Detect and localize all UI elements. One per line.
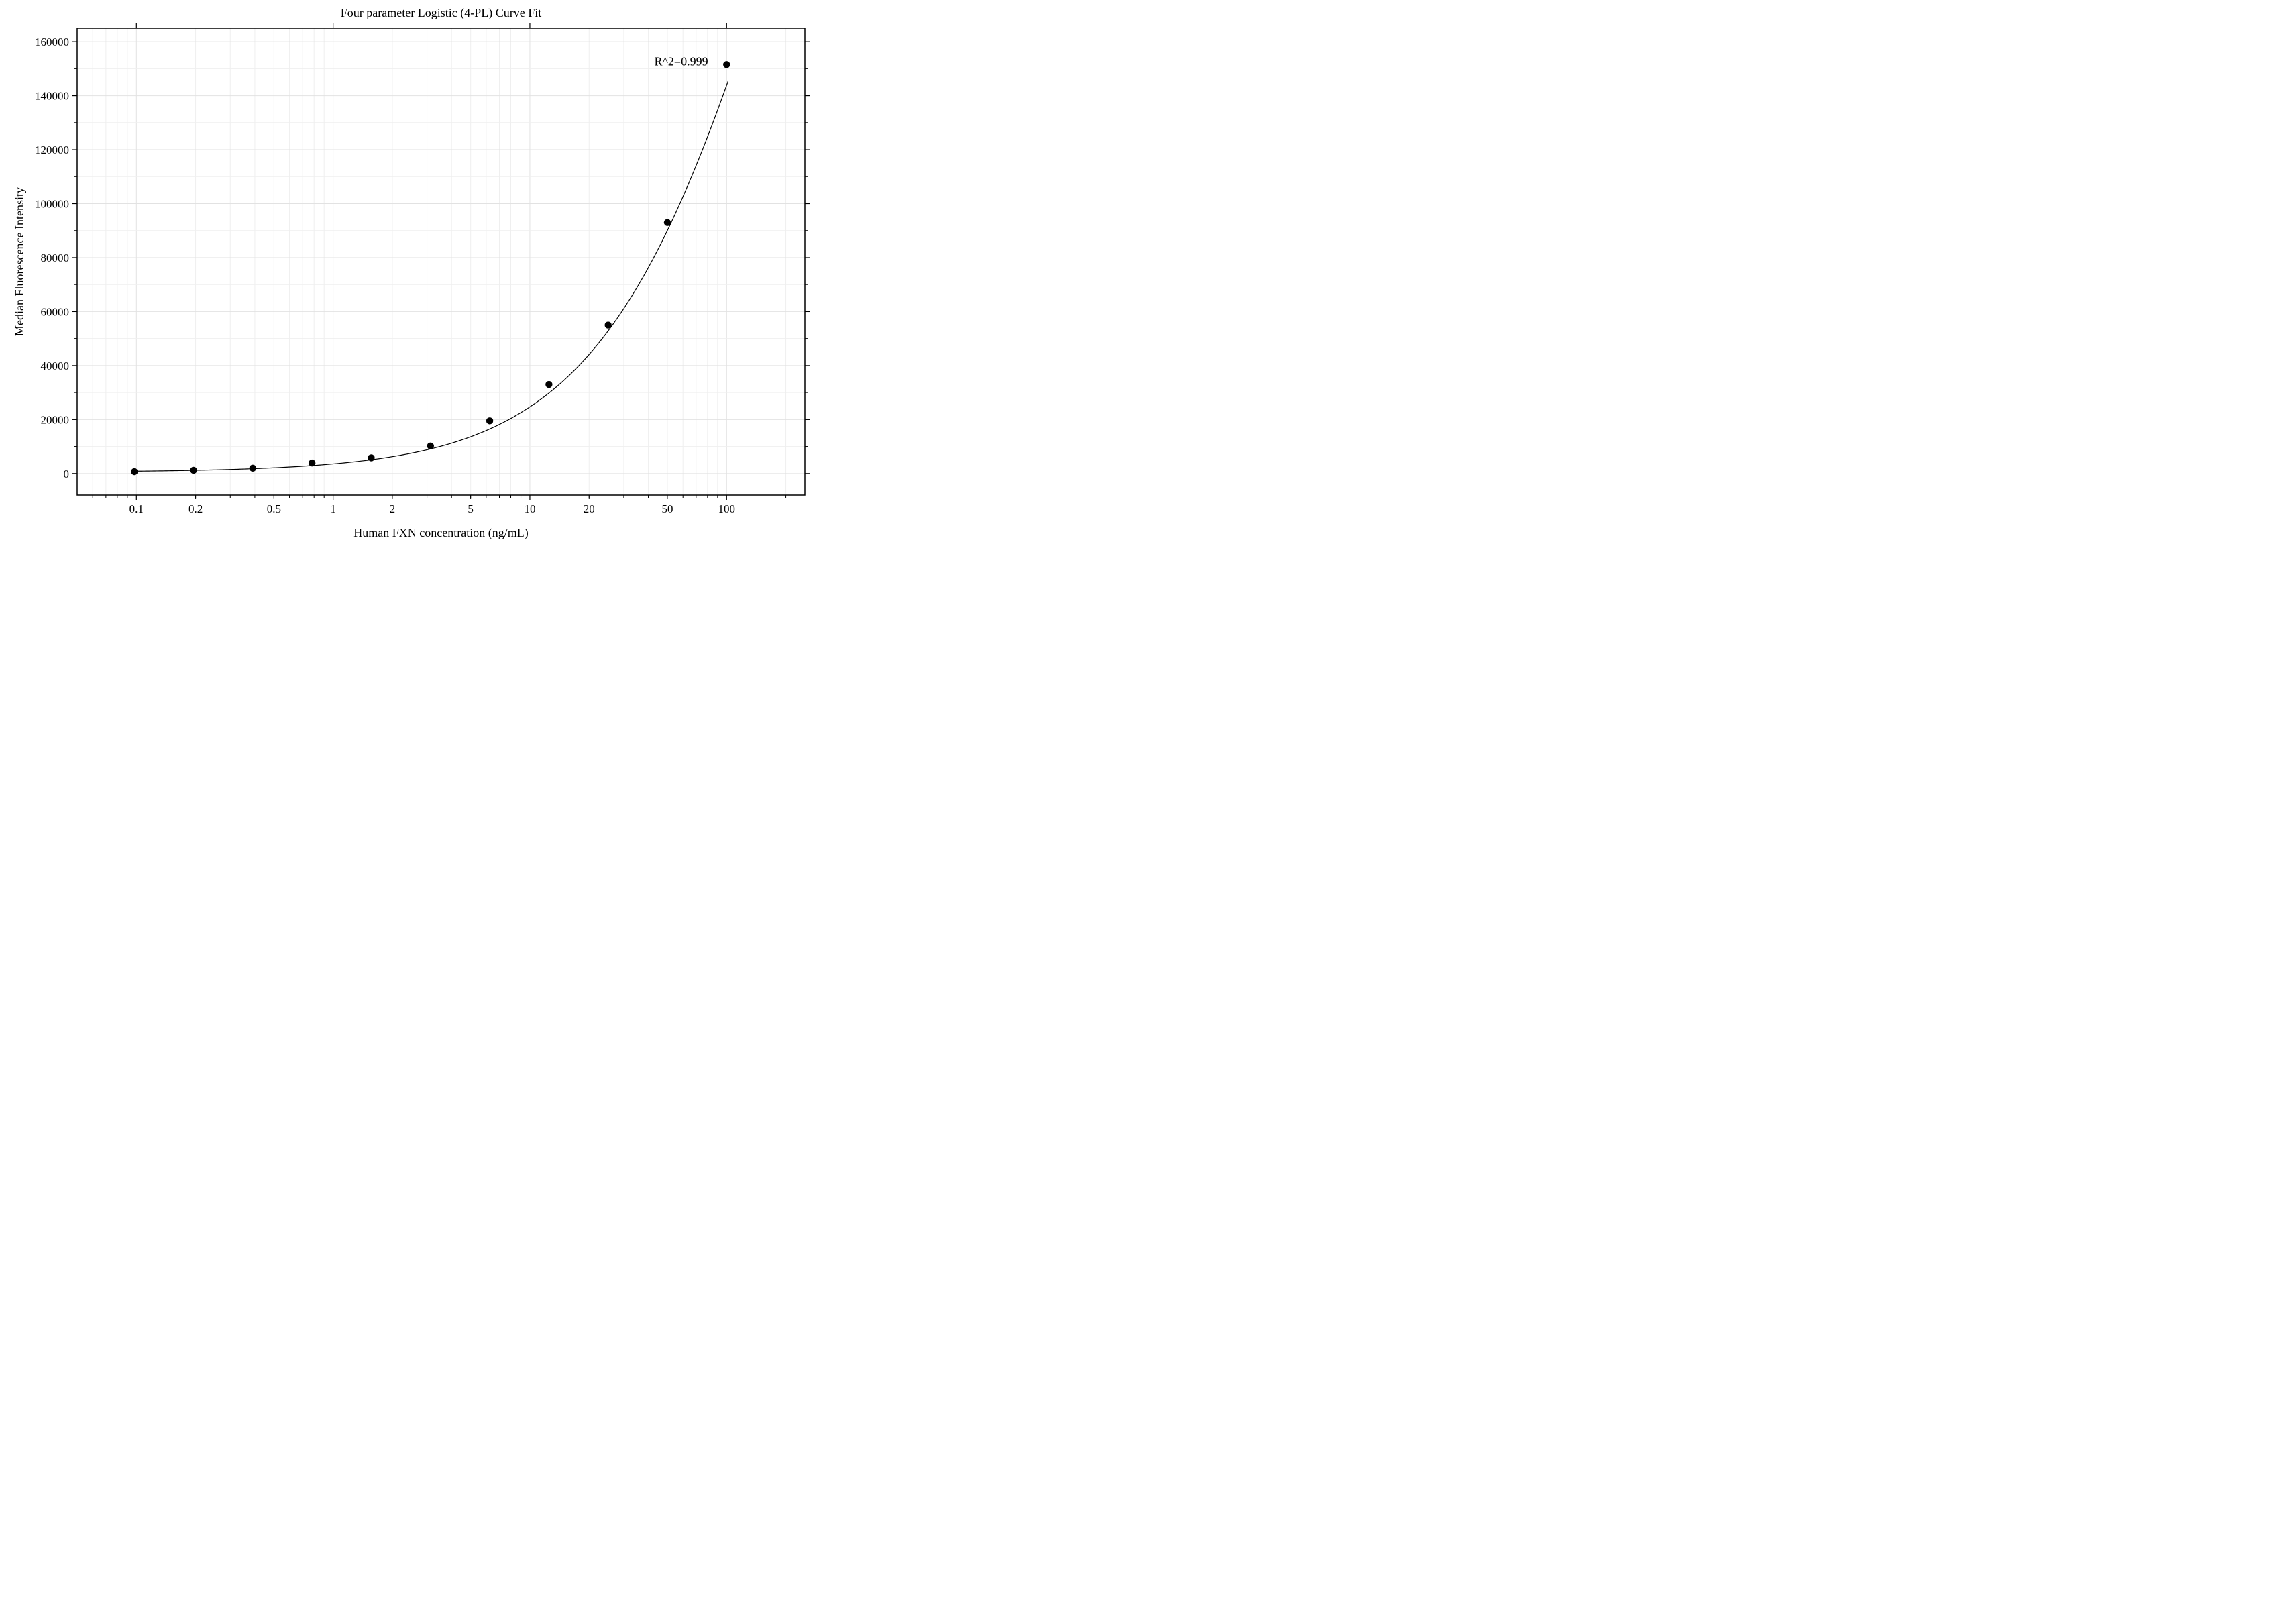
data-point-marker: [309, 460, 315, 466]
data-point-marker: [250, 465, 256, 472]
x-axis-label: Human FXN concentration (ng/mL): [353, 526, 528, 540]
y-tick-label: 0: [64, 468, 70, 480]
data-point-marker: [131, 468, 138, 475]
data-point-marker: [664, 219, 671, 225]
y-tick-label: 100000: [35, 198, 69, 211]
data-point-marker: [486, 417, 493, 424]
x-tick-label: 20: [584, 502, 595, 515]
chart-container: 0.1 0.2 0.5 1 2 5 10 20 50 100 0 20000 40000 60000 800…: [0, 0, 901, 630]
x-tick-label: 2: [390, 502, 396, 515]
y-tick-label: 40000: [41, 360, 70, 372]
logistic-fit-chart: 0.1 0.2 0.5 1 2 5 10 20 50 100 0 20000 40000 60000 800…: [0, 0, 901, 630]
y-tick-label: 120000: [35, 144, 69, 156]
y-tick-label: 20000: [41, 413, 70, 426]
y-tick-label: 140000: [35, 90, 69, 103]
x-tick-label: 100: [718, 502, 736, 515]
y-tick-label: 80000: [41, 252, 70, 264]
data-point-marker: [604, 321, 611, 328]
data-point-marker: [723, 61, 730, 68]
x-tick-label: 0.5: [267, 502, 281, 515]
x-tick-label: 0.2: [188, 502, 203, 515]
x-tick-label: 0.1: [129, 502, 144, 515]
x-tick-label: 50: [661, 502, 673, 515]
y-tick-label: 160000: [35, 36, 69, 48]
x-tick-label: 5: [468, 502, 474, 515]
data-point-marker: [190, 467, 197, 474]
data-point-marker: [427, 443, 434, 449]
y-axis-label: Median Fluorescence Intensity: [13, 187, 26, 336]
chart-title: Four parameter Logistic (4-PL) Curve Fit: [341, 6, 541, 20]
data-point-marker: [368, 454, 374, 461]
r-squared-annotation: R^2=0.999: [654, 55, 708, 68]
y-tick-label: 60000: [41, 305, 70, 318]
x-tick-label: 1: [330, 502, 336, 515]
x-tick-label: 10: [524, 502, 535, 515]
data-point-marker: [545, 381, 552, 388]
